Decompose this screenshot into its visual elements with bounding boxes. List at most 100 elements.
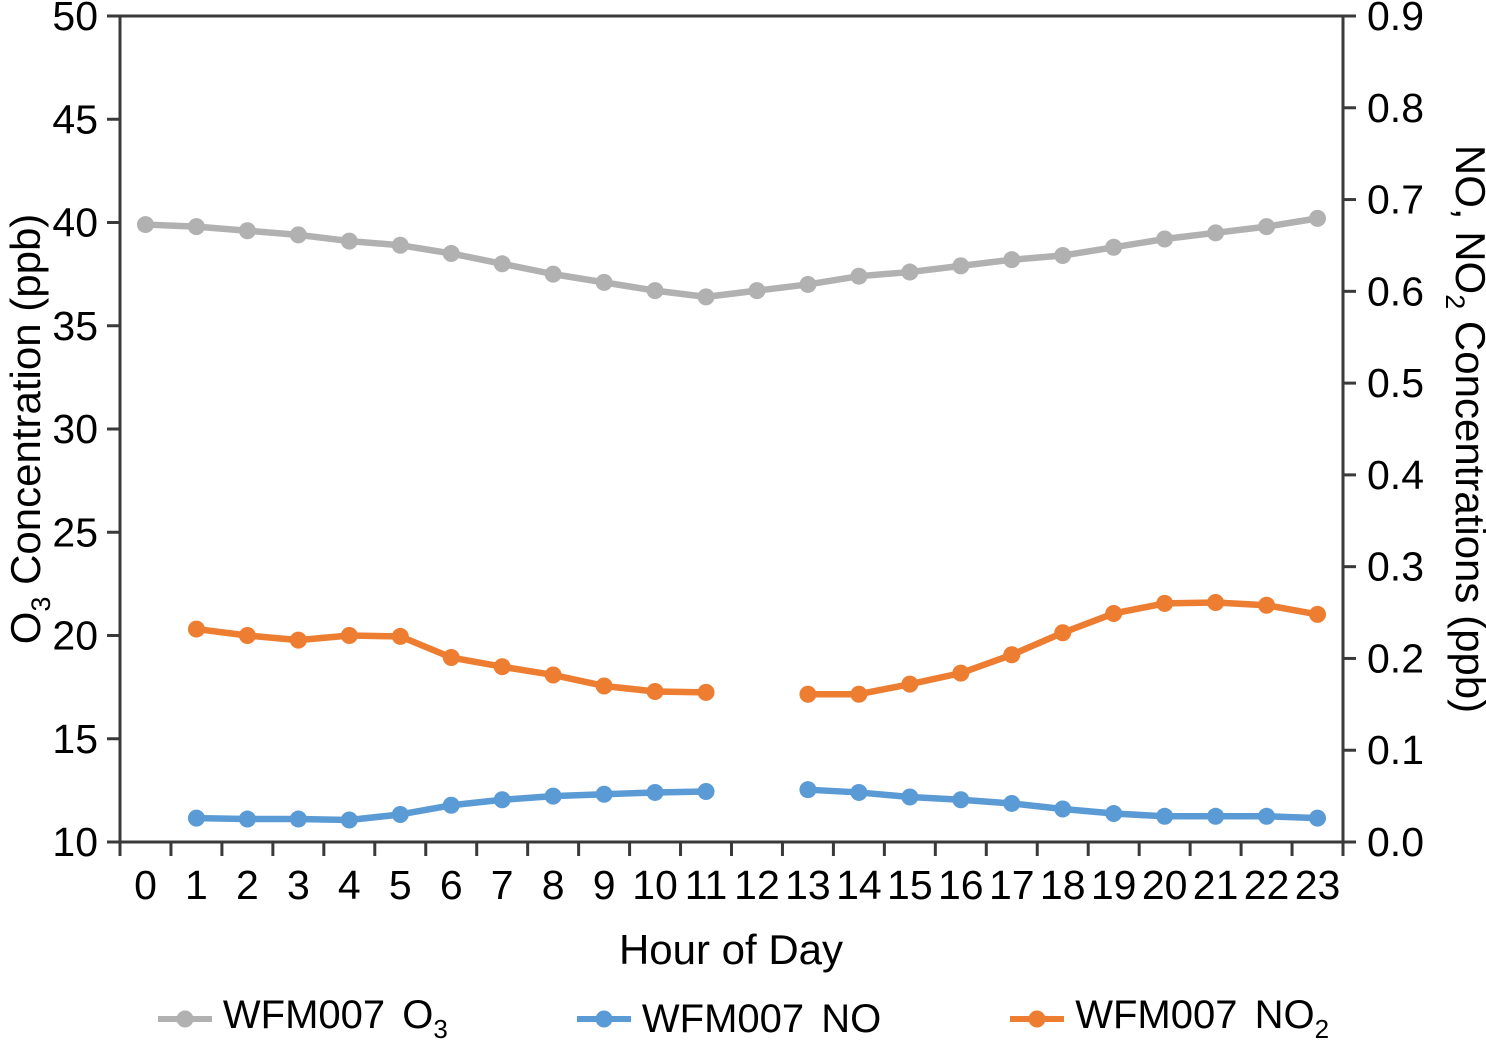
- no2-data-point: [799, 685, 817, 703]
- no-data-point: [340, 811, 358, 829]
- o3-data-point: [442, 244, 460, 262]
- no-legend-marker-icon: [576, 1010, 631, 1028]
- series-no2: [187, 593, 1327, 703]
- x-axis-tick-label: 23: [1295, 862, 1341, 908]
- o3-data-point: [544, 265, 562, 283]
- series-o3: [136, 209, 1327, 306]
- no-data-point: [1207, 807, 1225, 825]
- x-axis-tick-label: 16: [938, 862, 984, 908]
- no2-data-point: [391, 627, 409, 645]
- o3-data-point: [901, 263, 919, 281]
- x-axis-title: Hour of Day: [619, 926, 843, 973]
- o3-data-point: [187, 218, 205, 236]
- right-axis-title-text: 2: [1440, 294, 1470, 309]
- no-data-point: [595, 785, 613, 803]
- no2-data-point: [697, 683, 715, 701]
- o3-data-point: [1258, 218, 1276, 236]
- x-axis-tick-label: 22: [1244, 862, 1290, 908]
- series-group: [136, 209, 1327, 829]
- left-axis-tick-label: 45: [52, 96, 98, 142]
- left-axis-tick-label: 20: [52, 613, 98, 659]
- right-axis-tick-label: 0.3: [1367, 544, 1424, 590]
- no2-series-line: [804, 599, 1321, 698]
- series-no: [187, 781, 1327, 829]
- plot-border: [118, 14, 1345, 844]
- no2-data-point: [187, 620, 205, 638]
- right-axis-tick-label: 0.8: [1367, 85, 1424, 131]
- plot-frame: [118, 14, 1345, 844]
- legend-label-no: WFM007 NO: [641, 996, 882, 1041]
- left-axis-tick-label: 35: [52, 303, 98, 349]
- chart-legend: WFM007 O3 WFM007 NO WFM007 NO2: [0, 990, 1486, 1048]
- no-data-point: [1156, 807, 1174, 825]
- right-axis-tick-label: 0.6: [1367, 268, 1424, 314]
- no2-data-point: [952, 664, 970, 682]
- x-axis-tick-label: 19: [1091, 862, 1137, 908]
- x-axis-tick-label: 1: [185, 862, 208, 908]
- no2-data-point: [901, 675, 919, 693]
- legend-item-o3: WFM007 O3: [157, 993, 448, 1045]
- right-axis-tick-label: 0.7: [1367, 177, 1424, 223]
- o3-data-point: [493, 255, 511, 273]
- x-axis-tick-label: 2: [236, 862, 259, 908]
- o3-data-point: [646, 282, 664, 300]
- no2-data-point: [1054, 624, 1072, 642]
- o3-data-point: [238, 222, 256, 240]
- o3-data-point: [595, 273, 613, 291]
- left-axis-tick-label: 30: [52, 406, 98, 452]
- no-data-point: [1309, 809, 1327, 827]
- no-data-point: [901, 788, 919, 806]
- o3-data-point: [850, 267, 868, 285]
- no-data-point: [697, 783, 715, 801]
- x-axis-tick-label: 8: [542, 862, 565, 908]
- no-data-point: [289, 810, 307, 828]
- o3-data-point: [1309, 209, 1327, 227]
- right-axis-tick-label: 0.2: [1367, 635, 1424, 681]
- x-axis-tick-label: 6: [440, 862, 463, 908]
- right-axis-tick-label: 0.1: [1367, 727, 1424, 773]
- left-axis-tick-label: 25: [52, 509, 98, 555]
- no-data-point: [1003, 794, 1021, 812]
- axis-tick-labels: 5045403530252015100.90.80.70.60.50.40.30…: [52, 0, 1424, 908]
- no-data-point: [187, 809, 205, 827]
- no-data-point: [391, 805, 409, 823]
- x-axis-tick-label: 0: [134, 862, 157, 908]
- x-axis-tick-label: 5: [389, 862, 412, 908]
- left-axis-tick-label: 10: [52, 819, 98, 865]
- no2-data-point: [289, 631, 307, 649]
- o3-data-point: [748, 282, 766, 300]
- no2-data-point: [1258, 596, 1276, 614]
- no2-data-point: [1207, 593, 1225, 611]
- legend-item-no2: WFM007 NO2: [1009, 993, 1329, 1045]
- x-axis-tick-label: 13: [785, 862, 831, 908]
- o3-data-point: [1054, 247, 1072, 265]
- legend-label-o3: WFM007 O3: [222, 993, 448, 1044]
- legend-label-no2: WFM007 NO2: [1075, 993, 1330, 1044]
- o3-data-point: [1207, 224, 1225, 242]
- no-data-point: [493, 791, 511, 809]
- legend-item-no: WFM007 NO: [576, 997, 881, 1042]
- x-axis-tick-label: 18: [1040, 862, 1086, 908]
- right-axis-tick-label: 0.9: [1367, 0, 1424, 39]
- no-data-point: [544, 787, 562, 805]
- no2-data-point: [238, 627, 256, 644]
- no2-data-point: [595, 677, 613, 695]
- no2-data-point: [646, 682, 664, 700]
- no2-data-point: [493, 658, 511, 676]
- x-axis-tick-label: 11: [685, 862, 728, 908]
- x-axis-tick-label: 10: [632, 862, 678, 908]
- o3-data-point: [1105, 238, 1123, 256]
- no-data-point: [1054, 800, 1072, 818]
- axis-titles: Hour of Day O3 Concentration (ppb)NO, NO…: [2, 145, 1486, 973]
- left-axis-title-text: Concentration (ppb): [2, 214, 49, 597]
- right-axis-title-text: Concentrations (ppb): [1447, 309, 1486, 713]
- o3-legend-marker-icon: [157, 1010, 212, 1028]
- no2-data-point: [850, 685, 868, 703]
- no-data-point: [1258, 807, 1276, 825]
- x-axis-tick-label: 15: [887, 862, 933, 908]
- no2-data-point: [1156, 594, 1174, 612]
- o3-data-point: [799, 275, 817, 293]
- x-axis-tick-label: 9: [593, 862, 616, 908]
- right-axis-title-text: NO, NO: [1447, 145, 1486, 294]
